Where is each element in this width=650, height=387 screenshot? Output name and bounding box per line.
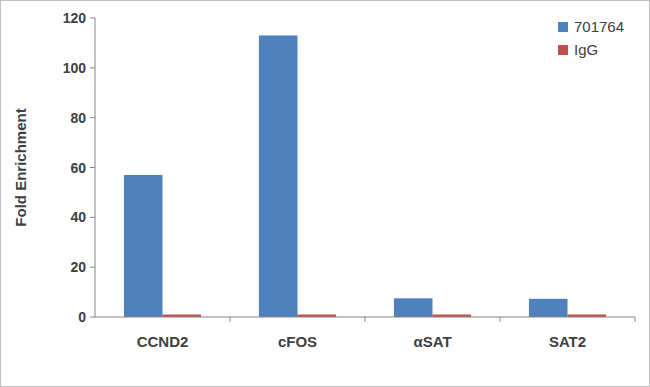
bars [124,35,606,317]
legend-label: 701764 [574,18,624,35]
chart-svg: 0 20 40 60 80 100 120 Fold Enrichment CCND2 cFOS α… [0,0,650,387]
y-tick-label: 20 [70,259,86,275]
chart-frame [1,1,650,387]
y-tick-label: 120 [63,10,87,26]
x-tick-label: SAT2 [549,333,586,350]
x-tick-label: cFOS [278,333,317,350]
bar [259,35,298,317]
y-tick-label: 0 [78,309,86,325]
x-tick [635,317,636,322]
chart-container: 0 20 40 60 80 100 120 Fold Enrichment CCND2 cFOS α… [0,0,650,387]
y-tick-label: 60 [70,160,86,176]
y-tick-label: 80 [70,110,86,126]
x-tick [230,317,231,322]
y-tick-label: 100 [63,60,87,76]
y-tick-label: 40 [70,209,86,225]
y-axis [95,18,96,317]
legend-label: IgG [574,41,598,58]
y-tick [90,117,95,118]
y-tick [90,267,95,268]
x-tick-label: αSAT [413,333,451,350]
y-tick [90,167,95,168]
bar [394,298,433,317]
y-tick [90,67,95,68]
y-tick [90,317,95,318]
legend-swatch [558,22,568,32]
y-tick [90,217,95,218]
x-tick-label: CCND2 [137,333,189,350]
y-axis-label: Fold Enrichment [12,108,29,226]
x-tick [365,317,366,322]
x-tick [500,317,501,322]
y-tick [90,18,95,19]
bar [124,175,163,317]
legend-swatch [558,45,568,55]
bar [529,299,568,317]
